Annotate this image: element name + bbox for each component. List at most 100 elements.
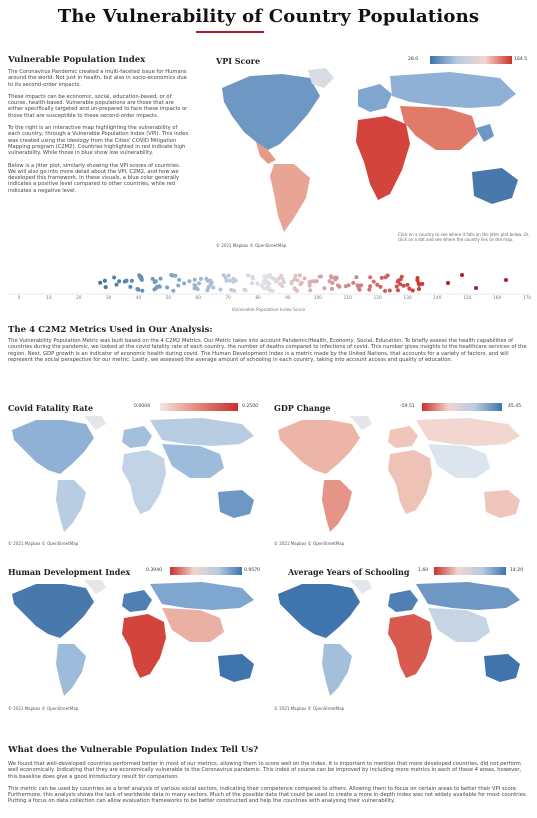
jitter-dot[interactable]: [337, 284, 342, 289]
jitter-dot[interactable]: [346, 283, 351, 288]
jitter-dot[interactable]: [129, 278, 134, 283]
jitter-dot[interactable]: [226, 273, 231, 278]
jitter-dot[interactable]: [268, 273, 273, 278]
jitter-dot[interactable]: [405, 282, 410, 287]
covid-map[interactable]: [6, 414, 264, 536]
russia-shape[interactable]: [150, 418, 254, 446]
jitter-dot[interactable]: [192, 283, 197, 287]
jitter-dot[interactable]: [182, 281, 187, 286]
greenland-shape[interactable]: [350, 416, 372, 430]
jitter-dot[interactable]: [351, 280, 356, 285]
jitter-dot[interactable]: [192, 277, 197, 282]
jitter-dot[interactable]: [368, 275, 373, 280]
jitter-dot[interactable]: [198, 276, 203, 281]
jitter-dot[interactable]: [259, 283, 264, 288]
jitter-dot[interactable]: [231, 279, 236, 284]
jitter-dot[interactable]: [367, 287, 372, 292]
jitter-dot[interactable]: [446, 281, 450, 285]
covid-map-svg[interactable]: [6, 414, 264, 536]
vpi-map-svg[interactable]: [210, 66, 530, 240]
gdp-map-svg[interactable]: [272, 414, 530, 536]
jitter-dot[interactable]: [308, 280, 312, 285]
jitter-dot[interactable]: [152, 287, 157, 292]
africa-shape[interactable]: [356, 116, 410, 200]
jitter-dot[interactable]: [410, 288, 415, 293]
jitter-dot[interactable]: [177, 277, 182, 282]
jitter-dot[interactable]: [280, 284, 285, 289]
jitter-dot[interactable]: [255, 281, 260, 286]
russia-shape[interactable]: [390, 72, 516, 108]
jitter-dot[interactable]: [171, 288, 176, 293]
school-map[interactable]: [272, 578, 530, 700]
asia-shape[interactable]: [400, 106, 478, 150]
hdi-map[interactable]: [6, 578, 264, 700]
jitter-dot[interactable]: [383, 288, 387, 293]
jitter-dot[interactable]: [224, 278, 229, 283]
covid-legend[interactable]: 0.0004 0.2500: [134, 403, 264, 415]
south-america-shape[interactable]: [56, 644, 86, 696]
jitter-dot[interactable]: [128, 284, 133, 289]
jitter-dot[interactable]: [98, 280, 103, 285]
jitter-dot[interactable]: [354, 275, 359, 280]
jitter-dot[interactable]: [322, 286, 327, 291]
jitter-dot[interactable]: [208, 278, 213, 283]
north-america-shape[interactable]: [278, 420, 360, 474]
jitter-dot[interactable]: [223, 275, 228, 280]
jitter-dot[interactable]: [262, 279, 267, 283]
jitter-dot[interactable]: [265, 286, 270, 291]
hdi-legend[interactable]: 0.3940 0.9570: [146, 567, 268, 579]
jitter-dot[interactable]: [251, 276, 255, 281]
jitter-dot[interactable]: [176, 283, 181, 288]
jitter-dot[interactable]: [399, 274, 404, 279]
jitter-dot[interactable]: [297, 273, 302, 278]
africa-shape[interactable]: [122, 614, 166, 678]
jitter-dot[interactable]: [165, 285, 170, 290]
jitter-dot[interactable]: [150, 276, 155, 281]
jitter-dot[interactable]: [275, 277, 280, 282]
vpi-legend[interactable]: 28.0 164.5: [408, 56, 537, 68]
jitter-dot[interactable]: [197, 281, 201, 286]
jitter-dot[interactable]: [317, 274, 322, 279]
australia-shape[interactable]: [218, 490, 254, 518]
europe-shape[interactable]: [358, 84, 392, 112]
russia-shape[interactable]: [150, 582, 254, 610]
jitter-dot[interactable]: [357, 287, 362, 292]
south-america-shape[interactable]: [270, 164, 310, 232]
school-legend[interactable]: 1.60 14.20: [418, 567, 534, 579]
south-america-shape[interactable]: [322, 644, 352, 696]
jitter-dot[interactable]: [206, 285, 211, 290]
jitter-dot[interactable]: [103, 285, 108, 290]
school-map-svg[interactable]: [272, 578, 530, 700]
jitter-dot[interactable]: [308, 288, 313, 293]
jitter-dot[interactable]: [401, 283, 406, 288]
jitter-dot[interactable]: [158, 276, 163, 281]
jitter-dot[interactable]: [387, 288, 392, 293]
jitter-dot[interactable]: [415, 278, 420, 283]
jitter-dot[interactable]: [246, 273, 251, 278]
asia-shape[interactable]: [428, 608, 490, 642]
greenland-shape[interactable]: [308, 68, 334, 88]
jitter-dot[interactable]: [375, 282, 380, 287]
jitter-dot[interactable]: [281, 280, 286, 285]
jitter-dot[interactable]: [117, 279, 122, 284]
jitter-dot[interactable]: [124, 278, 129, 283]
jitter-dot[interactable]: [278, 274, 283, 279]
jitter-dot[interactable]: [229, 287, 234, 292]
africa-shape[interactable]: [388, 450, 432, 514]
jitter-dot[interactable]: [394, 284, 399, 289]
jitter-dot[interactable]: [330, 281, 335, 285]
jitter-dot[interactable]: [153, 279, 158, 284]
jitter-dot[interactable]: [329, 286, 334, 291]
jitter-dot[interactable]: [139, 277, 144, 282]
jitter-dot[interactable]: [302, 276, 307, 281]
jitter-dot[interactable]: [140, 288, 145, 293]
jitter-dot[interactable]: [295, 288, 299, 293]
jitter-dot[interactable]: [378, 284, 383, 289]
jitter-dot[interactable]: [292, 277, 297, 282]
jitter-plot[interactable]: [0, 265, 537, 305]
north-america-shape[interactable]: [278, 584, 360, 638]
jitter-dot[interactable]: [327, 279, 332, 284]
africa-shape[interactable]: [122, 450, 166, 514]
jitter-dot[interactable]: [420, 281, 425, 286]
asia-shape[interactable]: [162, 608, 224, 642]
